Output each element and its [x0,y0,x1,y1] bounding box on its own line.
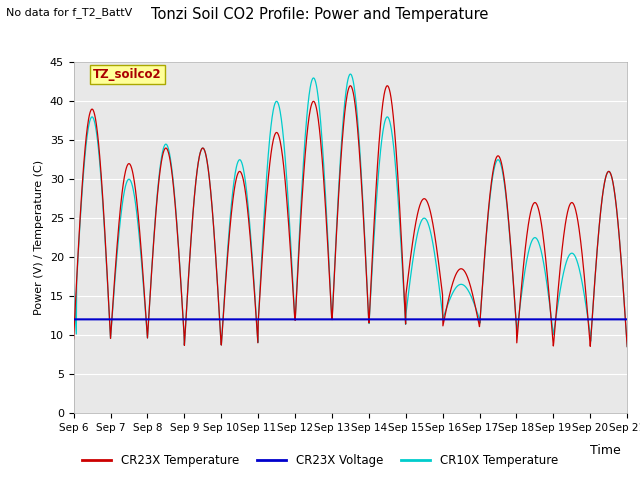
Legend: CR23X Temperature, CR23X Voltage, CR10X Temperature: CR23X Temperature, CR23X Voltage, CR10X … [77,449,563,472]
Text: Tonzi Soil CO2 Profile: Power and Temperature: Tonzi Soil CO2 Profile: Power and Temper… [151,7,489,22]
Y-axis label: Power (V) / Temperature (C): Power (V) / Temperature (C) [34,160,44,315]
Text: TZ_soilco2: TZ_soilco2 [93,68,162,81]
Text: No data for f_T2_BattV: No data for f_T2_BattV [6,7,132,18]
Text: Time: Time [590,444,621,457]
